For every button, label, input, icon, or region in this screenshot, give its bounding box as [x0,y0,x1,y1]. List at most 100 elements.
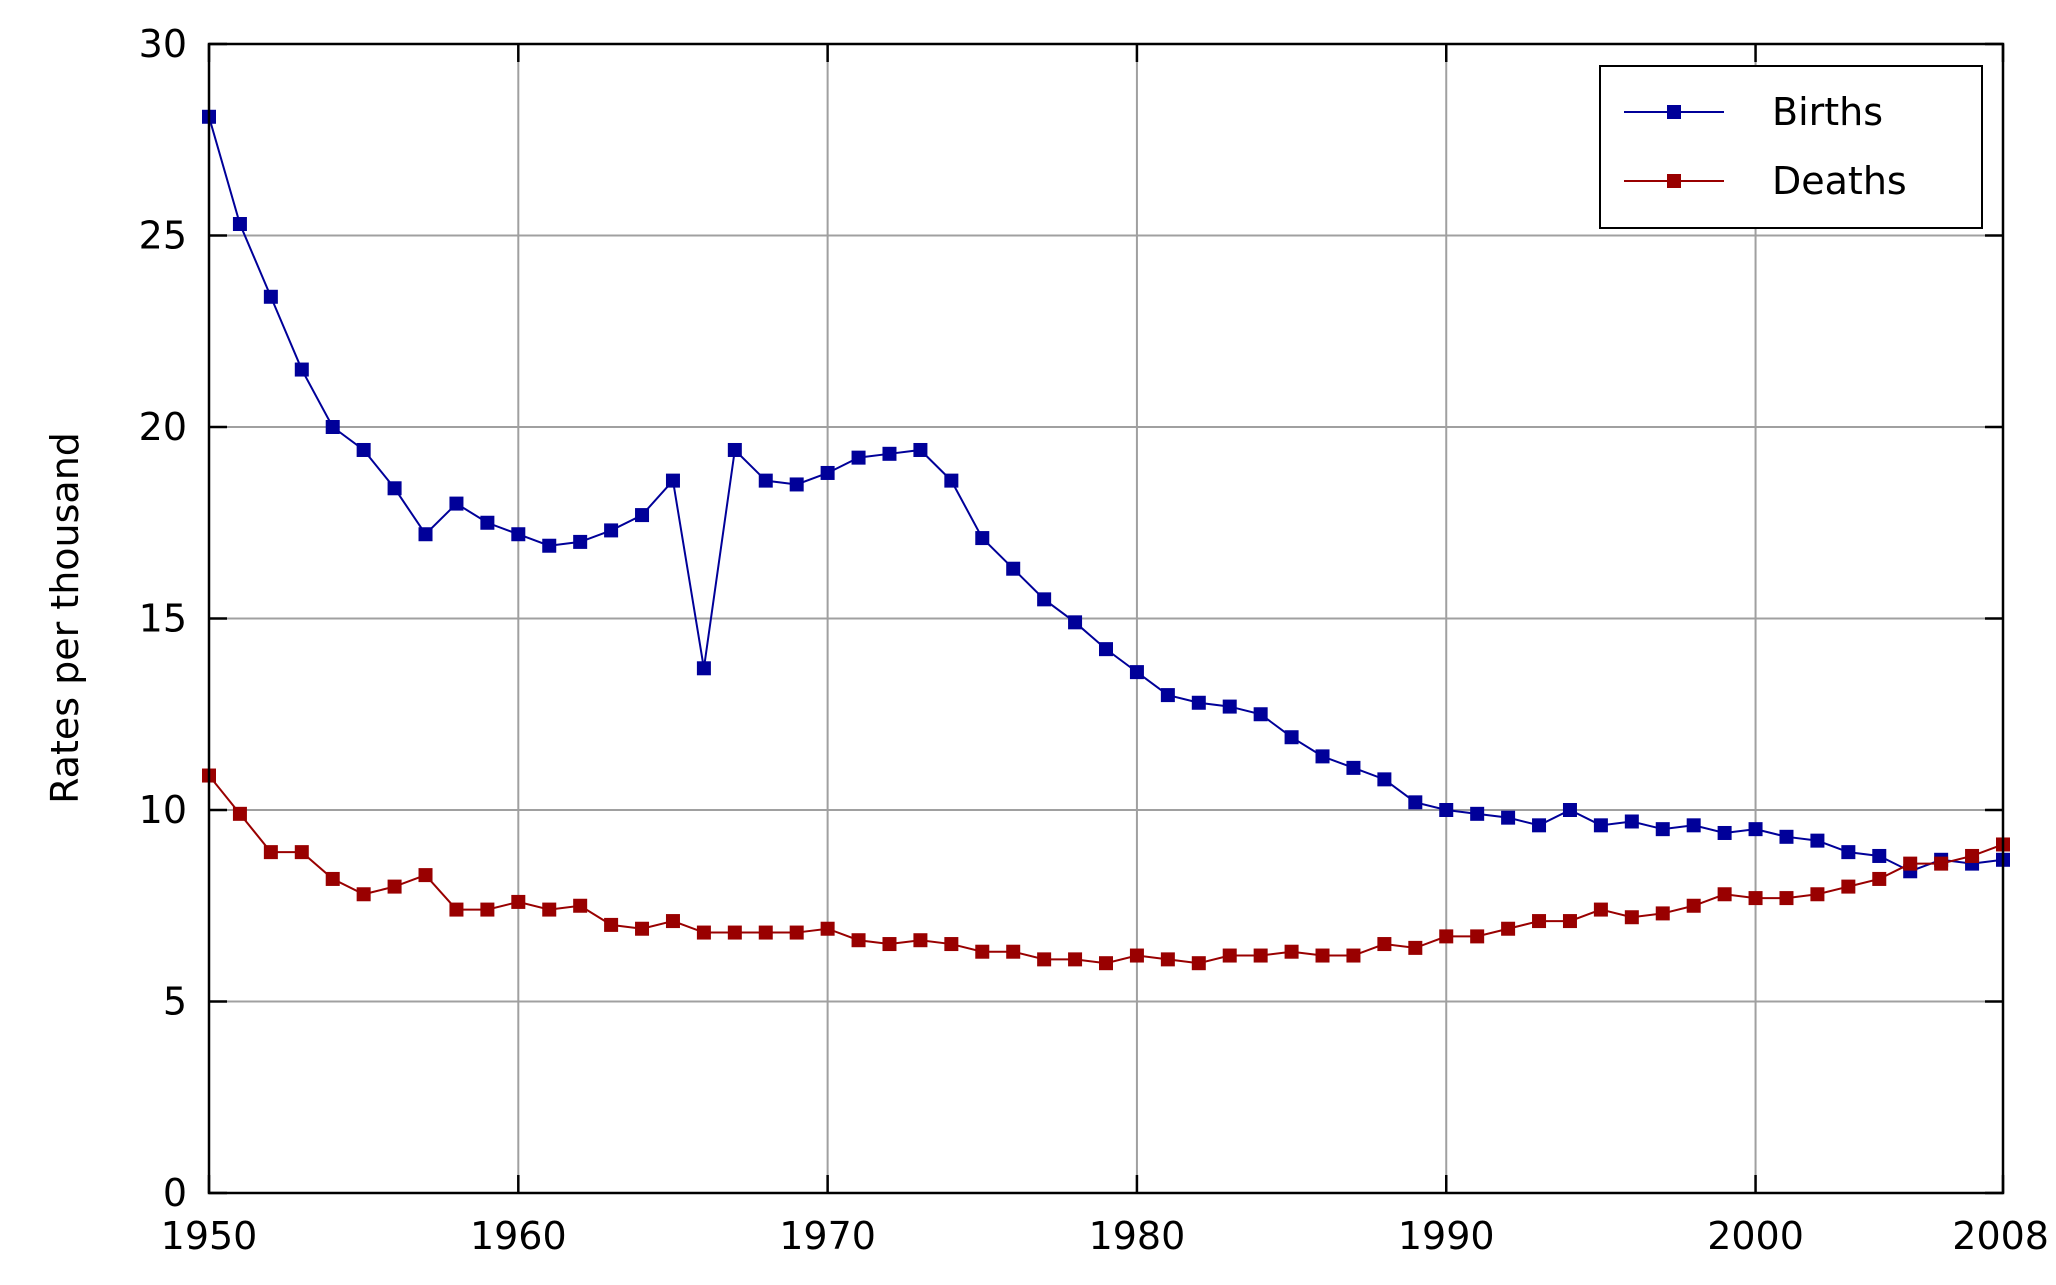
data-point-deaths [635,921,650,936]
data-point-deaths [758,925,773,940]
data-point-births [263,289,278,304]
series-deaths [202,768,2010,971]
data-point-births [542,538,557,553]
data-point-deaths [665,914,680,929]
y-tick-label: 20 [139,405,187,449]
data-point-deaths [1903,856,1918,871]
legend-label-deaths: Deaths [1772,159,1907,203]
data-point-deaths [727,925,742,940]
data-point-deaths [573,898,588,913]
data-point-births [480,515,495,530]
series-births [202,109,2010,879]
y-tick-label: 30 [139,22,187,66]
data-point-births [1624,814,1639,829]
data-point-births [1253,707,1268,722]
data-point-births [294,362,309,377]
y-tick-label: 15 [139,597,187,641]
data-point-deaths [449,902,464,917]
data-point-deaths [1532,914,1547,929]
data-point-deaths [1346,948,1361,963]
data-point-births [913,442,928,457]
y-tick-labels: 0 5 10 15 20 25 30 [139,22,187,1215]
data-point-deaths [1872,871,1887,886]
data-point-births [356,442,371,457]
data-point-births [1284,730,1299,745]
data-point-births [1315,749,1330,764]
legend-box [1599,65,1983,229]
data-point-births [1099,642,1113,657]
data-point-deaths [913,933,928,948]
y-tick-label: 0 [163,1171,187,1215]
data-point-deaths [387,879,402,894]
data-point-deaths [1841,879,1856,894]
data-point-births [1006,561,1021,576]
data-point-deaths [1562,914,1577,929]
data-point-births [1717,825,1732,840]
legend-item-deaths: Deaths [1624,159,1907,203]
y-tick-label: 25 [139,214,187,258]
data-point-deaths [1037,952,1052,967]
data-point-deaths [1408,940,1423,955]
x-tick-label: 1960 [470,1214,567,1258]
data-point-births [820,465,835,480]
data-point-deaths [1501,921,1516,936]
data-point-births [232,217,247,232]
data-point-births [882,446,897,461]
data-point-deaths [1717,887,1732,902]
plot-frame [207,42,2005,1195]
data-point-births [1686,818,1701,833]
data-point-deaths [975,944,990,959]
data-point-deaths [1439,929,1454,944]
data-point-deaths [232,806,247,821]
data-point-deaths [356,887,371,902]
data-point-deaths [1129,948,1144,963]
legend: Births Deaths [1599,65,1983,229]
data-point-deaths [1624,910,1639,925]
y-tick-label: 10 [139,788,187,832]
legend-item-births: Births [1624,90,1883,134]
data-point-births [418,527,433,542]
data-point-births [1037,592,1052,607]
data-point-births [1470,806,1485,821]
legend-label-births: Births [1772,90,1883,134]
data-point-deaths [542,902,557,917]
data-point-deaths [1779,891,1794,906]
data-point-births [1129,665,1144,680]
data-point-births [1562,803,1577,817]
x-tick-label: 1950 [161,1214,258,1258]
series-layer [202,109,2010,971]
data-point-births [1872,848,1887,863]
data-point-deaths [604,917,619,932]
data-point-deaths [418,868,433,883]
data-point-births [1222,699,1237,714]
y-tick-label: 5 [163,980,187,1024]
data-point-births [1748,822,1763,837]
data-point-births [1841,845,1856,860]
data-point-births [665,473,680,488]
data-point-deaths [696,925,711,940]
data-point-deaths [294,845,309,860]
data-point-births [635,508,650,523]
data-point-births [727,442,742,457]
data-point-births [1191,695,1206,710]
data-point-births [1068,615,1083,630]
data-point-births [573,534,588,549]
data-point-births [975,531,990,546]
data-point-births [387,481,402,496]
data-point-deaths [944,937,959,952]
data-point-births [1655,822,1670,837]
x-tick-label: 1980 [1089,1214,1186,1258]
data-point-births [1810,833,1825,848]
data-point-births [696,661,711,676]
legend-marker-births [1667,105,1681,119]
grid-lines [209,44,2003,1193]
data-point-deaths [851,933,866,948]
data-point-deaths [789,925,804,940]
data-point-deaths [1099,956,1113,971]
data-point-births [1779,829,1794,844]
data-point-deaths [1934,856,1949,871]
data-point-deaths [1593,902,1608,917]
data-point-deaths [1160,952,1175,967]
data-point-births [1439,803,1454,817]
